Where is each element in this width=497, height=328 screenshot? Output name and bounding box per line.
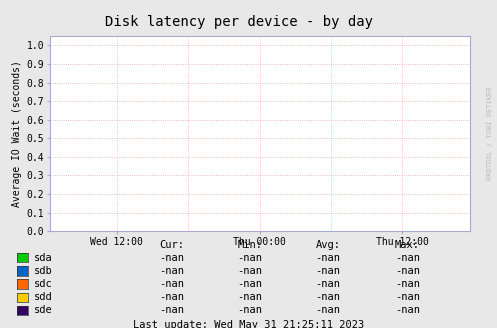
Text: -nan: -nan: [316, 253, 340, 263]
Text: -nan: -nan: [395, 279, 420, 289]
Text: -nan: -nan: [238, 305, 262, 315]
Text: -nan: -nan: [395, 292, 420, 302]
Text: -nan: -nan: [316, 266, 340, 276]
Text: -nan: -nan: [238, 253, 262, 263]
Text: -nan: -nan: [159, 305, 184, 315]
Text: Min:: Min:: [238, 240, 262, 250]
Text: -nan: -nan: [316, 305, 340, 315]
Text: -nan: -nan: [238, 266, 262, 276]
Text: Last update: Wed May 31 21:25:11 2023: Last update: Wed May 31 21:25:11 2023: [133, 320, 364, 328]
Text: -nan: -nan: [159, 279, 184, 289]
Text: -nan: -nan: [395, 266, 420, 276]
Text: sdb: sdb: [34, 266, 53, 276]
Text: -nan: -nan: [238, 292, 262, 302]
Text: sde: sde: [34, 305, 53, 315]
Text: -nan: -nan: [159, 292, 184, 302]
Text: sdd: sdd: [34, 292, 53, 302]
Text: Max:: Max:: [395, 240, 420, 250]
Text: sda: sda: [34, 253, 53, 263]
Text: -nan: -nan: [316, 279, 340, 289]
Text: sdc: sdc: [34, 279, 53, 289]
Text: -nan: -nan: [159, 266, 184, 276]
Text: -nan: -nan: [159, 253, 184, 263]
Text: -nan: -nan: [238, 279, 262, 289]
Text: RRDTOOL / TOBI OETIKER: RRDTOOL / TOBI OETIKER: [487, 86, 493, 180]
Text: Disk latency per device - by day: Disk latency per device - by day: [104, 15, 373, 29]
Text: -nan: -nan: [395, 305, 420, 315]
Text: Cur:: Cur:: [159, 240, 184, 250]
Text: -nan: -nan: [395, 253, 420, 263]
Y-axis label: Average IO Wait (seconds): Average IO Wait (seconds): [12, 60, 22, 207]
Text: Avg:: Avg:: [316, 240, 340, 250]
Text: -nan: -nan: [316, 292, 340, 302]
